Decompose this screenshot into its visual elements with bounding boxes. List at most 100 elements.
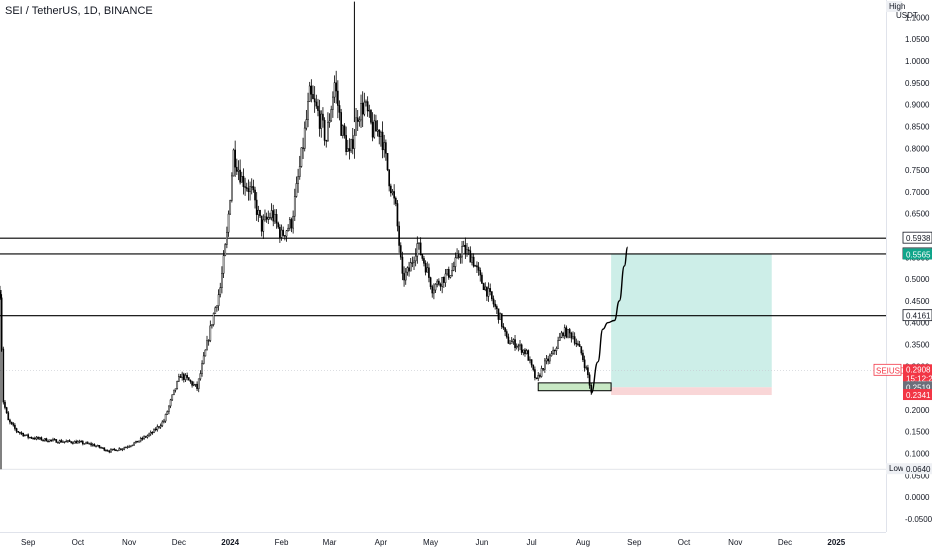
candle-body [72,442,74,444]
candle-body [535,377,538,379]
candle-body [308,85,311,102]
candle-body [318,110,321,129]
candle-body [328,120,331,123]
price-label-stop: 0.2341 [906,391,931,400]
candle-body [234,149,236,168]
candle-body [573,336,576,344]
candle-body [270,210,273,218]
candle-body [298,166,301,177]
candle-body [48,439,51,442]
time-tick-label: 2024 [221,538,239,547]
candle-body [351,139,354,149]
candle-body [35,436,38,440]
candle-body [164,414,167,422]
candle-body [570,332,573,339]
price-tick-label: -0.0500 [905,515,932,524]
price-label-line-box-box [902,309,932,322]
candle-body [479,270,482,276]
candle-body [348,148,351,152]
candle-body [133,442,135,446]
candle-body [421,254,424,259]
candle-body [55,439,58,443]
candle-body [42,439,44,442]
candle-body [269,217,271,219]
candle-body [547,358,549,362]
candle-body [96,445,99,447]
candle-body [414,255,417,262]
candle-body [462,244,465,247]
candle-body [171,394,174,401]
candle-body [25,434,28,436]
price-label-entry-box [903,381,932,393]
time-axis[interactable]: Sep Oct Nov Dec 2024 Feb Mar Apr May Jun Jul Aug Sep… [21,538,846,547]
price-label-low-box [903,463,932,475]
price-label-line-box: 0.4161 [906,312,931,321]
candle-body [457,253,460,258]
candle-body [494,303,496,307]
candle-body [58,440,61,443]
candle-body [350,139,352,152]
candle-body [385,142,387,154]
candle-body [343,125,346,136]
price-label-low: 0.0640 [906,465,931,474]
candle-body [371,122,374,138]
candle-body [335,82,338,92]
price-tick-label: 0.9500 [905,79,930,88]
candle-body [237,169,240,172]
candle-body [70,441,73,443]
time-tick-label: Nov [122,538,136,547]
candle-body [434,283,437,291]
candle-body [509,343,511,345]
candle-body [179,376,182,378]
candle-body [563,327,566,337]
candle-body [401,256,404,274]
candle-body [302,147,304,149]
candle-body [337,90,339,106]
candle-body [295,183,298,197]
candle-body [277,222,280,228]
candle-body [206,340,208,351]
candle-body [259,209,261,217]
candle-body [555,348,558,351]
candle-body [424,263,427,273]
candle-body [194,383,197,386]
time-tick-label: Nov [728,538,742,547]
candle-body [62,441,64,443]
candle-body [572,336,574,339]
candle-body [444,273,447,283]
candle-body [178,376,180,382]
candle-body [65,440,68,443]
candle-body [578,344,581,347]
candle-body [500,313,503,327]
candle-body [380,131,382,137]
candle-body [90,443,92,446]
candle-body [73,441,76,444]
candle-body [242,176,245,187]
candle-body [461,246,463,258]
candle-body [297,176,299,184]
candle-body [431,286,434,294]
candle-body [363,101,366,115]
candle-body [174,388,177,391]
candle-body [143,436,145,440]
candle-body [510,341,513,344]
candle-body [373,120,376,138]
candle-body [217,294,220,307]
candle-body [57,442,59,444]
candle-body [370,110,372,123]
candle-body [27,434,29,438]
candle-body [568,329,571,334]
candle-body [86,442,89,444]
candle-body [491,291,493,300]
candle-body [527,350,530,361]
support-zone-box [537,382,612,392]
price-tick-label: 0.7500 [905,166,930,175]
candle-body [235,166,238,172]
candle-body [312,94,314,99]
target-zone [611,254,772,388]
candle-body [191,381,193,386]
candle-body [182,373,185,380]
candle-body [590,385,593,393]
candle-body [300,147,303,167]
